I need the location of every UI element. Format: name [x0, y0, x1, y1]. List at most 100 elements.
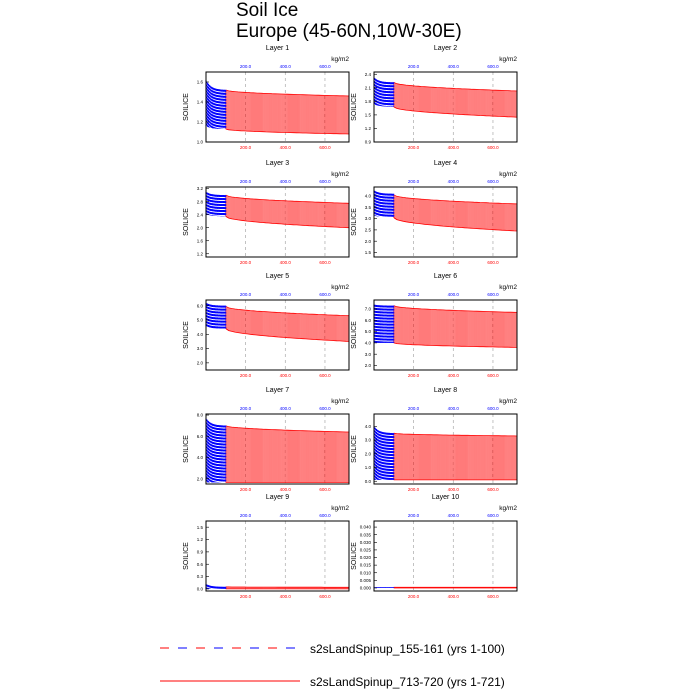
y-tick-label: 0.9	[365, 140, 372, 145]
panel-8: Layer 8 kg/m2 200.0 200.0 400.0 400.0 600.0 600…	[351, 387, 518, 492]
plot-frame	[205, 299, 350, 371]
bottom-tick-label: 200.0	[408, 260, 420, 265]
top-tick-label: 600.0	[319, 292, 331, 297]
top-tick-label: 600.0	[319, 513, 331, 518]
units-label: kg/m2	[331, 398, 349, 405]
bottom-tick-label: 400.0	[280, 594, 292, 599]
bottom-tick-label: 600.0	[487, 145, 499, 150]
top-tick-label: 200.0	[408, 513, 420, 518]
bottom-tick-label: 600.0	[487, 487, 499, 492]
y-tick-label: 0.3	[197, 574, 204, 579]
units-label: kg/m2	[331, 171, 349, 178]
panel-title: Layer 6	[434, 273, 457, 280]
bottom-tick-label: 400.0	[448, 145, 460, 150]
bottom-tick-label: 400.0	[448, 594, 460, 599]
bottom-tick-label: 400.0	[448, 373, 460, 378]
bottom-tick-label: 200.0	[240, 487, 252, 492]
y-tick-label: 2.0	[197, 225, 204, 230]
y-tick-label: 1.5	[365, 113, 372, 118]
red-series-upper	[393, 194, 518, 205]
y-axis-label: SOILICE	[351, 321, 358, 349]
y-tick-label: 1.6	[197, 80, 204, 85]
y-axis-label: SOILICE	[183, 93, 190, 121]
y-tick-label: 1.6	[197, 238, 204, 243]
panel-7: Layer 7 kg/m2 200.0 200.0 400.0 400.0 600.0 600…	[183, 387, 350, 492]
top-tick-label: 400.0	[280, 406, 292, 411]
y-axis-label: SOILICE	[351, 93, 358, 121]
red-series-lower	[393, 217, 518, 232]
red-series-upper	[393, 305, 518, 313]
top-tick-label: 600.0	[487, 179, 499, 184]
top-tick-label: 400.0	[448, 292, 460, 297]
bottom-tick-label: 400.0	[448, 260, 460, 265]
top-tick-label: 400.0	[448, 64, 460, 69]
y-axis-label: SOILICE	[351, 542, 358, 570]
y-tick-label: 0.005	[360, 578, 372, 583]
red-series-lower	[225, 128, 350, 135]
y-tick-label: 3.5	[365, 205, 372, 210]
y-axis-label: SOILICE	[183, 321, 190, 349]
bottom-tick-label: 600.0	[487, 373, 499, 378]
y-tick-label: 4.0	[365, 194, 372, 199]
units-label: kg/m2	[499, 56, 517, 63]
top-tick-label: 400.0	[448, 513, 460, 518]
panel-title: Layer 2	[434, 45, 457, 52]
y-axis-label: SOILICE	[183, 208, 190, 236]
panel-title: Layer 7	[266, 387, 289, 394]
panel-title: Layer 9	[266, 494, 289, 501]
units-label: kg/m2	[499, 171, 517, 178]
bottom-tick-label: 200.0	[240, 373, 252, 378]
panel-2: Layer 2 kg/m2 200.0 200.0 400.0 400.0 600.0 600…	[351, 45, 518, 150]
y-axis-label: SOILICE	[183, 435, 190, 463]
y-tick-label: 1.2	[365, 126, 372, 131]
y-tick-label: 1.2	[197, 120, 204, 125]
y-tick-label: 2.5	[365, 228, 372, 233]
y-tick-label: 2.4	[365, 72, 372, 77]
top-tick-label: 400.0	[280, 292, 292, 297]
panel-3: Layer 3 kg/m2 200.0 200.0 400.0 400.0 600.0 600…	[183, 160, 350, 265]
y-tick-label: 2.0	[365, 451, 372, 456]
red-series-upper	[225, 194, 350, 204]
bottom-tick-label: 200.0	[240, 594, 252, 599]
y-tick-label: 0.000	[360, 586, 372, 591]
bottom-tick-label: 600.0	[319, 487, 331, 492]
y-tick-label: 2.8	[197, 199, 204, 204]
top-tick-label: 200.0	[408, 406, 420, 411]
plot-frame	[205, 520, 350, 592]
panel-title: Layer 4	[434, 160, 457, 167]
bottom-tick-label: 200.0	[240, 145, 252, 150]
y-tick-label: 2.0	[365, 363, 372, 368]
plot-frame	[373, 413, 518, 485]
top-tick-label: 200.0	[240, 179, 252, 184]
y-tick-label: 0.015	[360, 563, 372, 568]
panel-title: Layer 3	[266, 160, 289, 167]
panel-title: Layer 5	[266, 273, 289, 280]
y-tick-label: 6.0	[197, 303, 204, 308]
bottom-tick-label: 400.0	[280, 487, 292, 492]
y-tick-label: 0.0	[197, 587, 204, 592]
top-tick-label: 600.0	[319, 179, 331, 184]
red-series-upper	[393, 432, 518, 437]
y-tick-label: 4.0	[365, 341, 372, 346]
y-tick-label: 0.020	[360, 555, 372, 560]
units-label: kg/m2	[499, 505, 517, 512]
bottom-tick-label: 400.0	[280, 260, 292, 265]
red-series-upper	[225, 89, 350, 97]
y-tick-label: 0.010	[360, 570, 372, 575]
y-axis-label: SOILICE	[351, 435, 358, 463]
red-series-lower	[225, 328, 350, 342]
y-tick-label: 8.0	[197, 413, 204, 418]
y-tick-label: 2.0	[365, 239, 372, 244]
legend-label-2: s2sLandSpinup_713-720 (yrs 1-721)	[310, 675, 505, 689]
y-tick-label: 2.4	[197, 212, 204, 217]
figure-title: Soil Ice Europe (45-60N,10W-30E)	[236, 0, 462, 42]
y-tick-label: 1.0	[365, 465, 372, 470]
soil-ice-panels: Layer 1 kg/m2 200.0 200.0 400.0 400.0 600.0 600…	[183, 45, 518, 599]
red-series-lower	[393, 106, 518, 118]
top-tick-label: 600.0	[319, 406, 331, 411]
title-line-1: Soil Ice	[236, 0, 299, 21]
y-tick-label: 3.2	[197, 186, 204, 191]
units-label: kg/m2	[499, 398, 517, 405]
panel-1: Layer 1 kg/m2 200.0 200.0 400.0 400.0 600.0 600…	[183, 45, 350, 150]
bottom-tick-label: 600.0	[319, 145, 331, 150]
